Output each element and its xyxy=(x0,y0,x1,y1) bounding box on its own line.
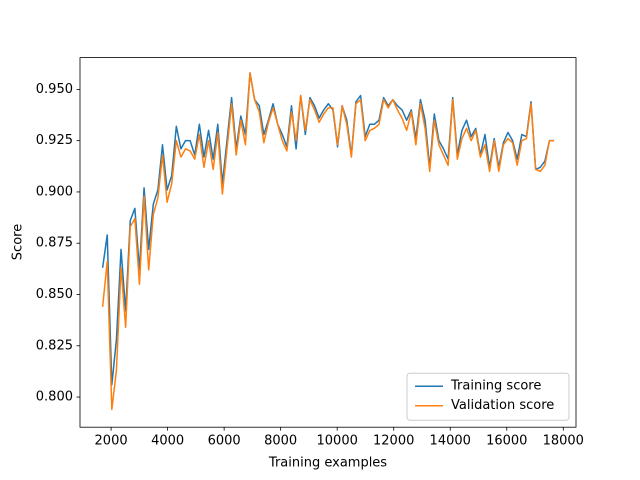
x-tick-label: 12000 xyxy=(373,434,414,449)
legend-box xyxy=(406,372,570,421)
x-tick-label: 6000 xyxy=(208,434,241,449)
x-tick-label: 18000 xyxy=(543,434,584,449)
x-axis-label: Training examples xyxy=(268,456,387,471)
plot-frame xyxy=(79,57,577,428)
series-line xyxy=(101,72,555,411)
y-tick-label: 0.900 xyxy=(36,184,73,199)
series-line xyxy=(101,72,555,386)
y-tick-label: 0.800 xyxy=(36,390,73,405)
y-tick-label: 0.875 xyxy=(36,236,73,251)
y-tick-label: 0.825 xyxy=(36,338,73,353)
x-tick-label: 16000 xyxy=(486,434,527,449)
legend-label: Training score xyxy=(450,379,541,394)
y-tick-label: 0.925 xyxy=(36,133,73,148)
x-tick-label: 14000 xyxy=(430,434,471,449)
x-tick-label: 2000 xyxy=(95,434,128,449)
y-axis-label: Score xyxy=(11,224,26,260)
y-tick-label: 0.950 xyxy=(36,82,73,97)
legend-label: Validation score xyxy=(451,398,554,413)
y-tick-label: 0.850 xyxy=(36,287,73,302)
x-tick-label: 10000 xyxy=(317,434,358,449)
x-tick-label: 4000 xyxy=(151,434,184,449)
x-tick-label: 8000 xyxy=(264,434,297,449)
